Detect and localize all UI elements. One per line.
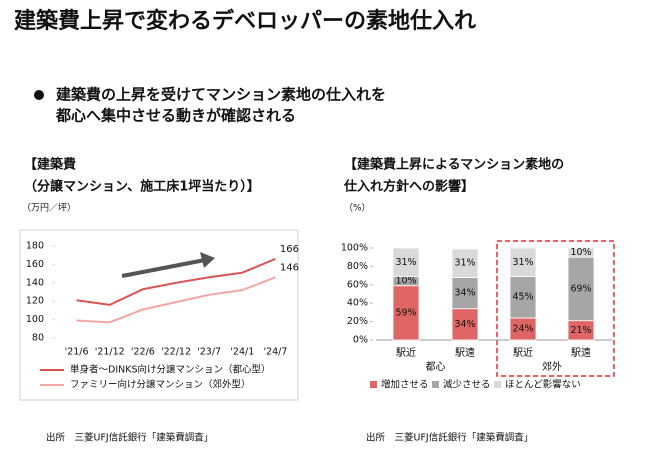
bullet-line: 都心へ集中させる動きが確認される [55,107,296,125]
group-label: 都心 [426,361,446,373]
legend-swatch [370,381,377,388]
legend-label: ほとんど影響ない [505,379,581,391]
group-label: 郊外 [542,360,562,373]
source: 出所 三菱UFJ信託銀行「建築費調査」 [46,432,213,444]
chart-title: （分譲マンション、施工床1坪当たり）】 [24,179,260,195]
x-tick-label: '21/6 [65,347,89,358]
y-tick-label: 100% [341,243,368,254]
bullet-line: 建築費の上昇を受けてマンション素地の仕入れを [56,86,386,104]
x-tick-label: 駅近 [513,346,533,359]
data-label: 31% [512,257,533,268]
bar-segment [451,248,479,278]
data-label: 10% [395,276,416,287]
y-tick-label: 140 [26,277,44,288]
bar-segment [392,247,420,277]
x-tick-label: '24/7 [263,347,287,358]
data-label: 24% [512,323,533,334]
chart-title: 仕入れ方針への影響】 [343,179,474,195]
y-tick-label: 100 [26,314,44,325]
data-label: 166 [280,244,299,255]
bar-segment [509,276,537,319]
data-label: 34% [454,288,475,299]
legend-label: 単身者～DINKS向け分譲マンション（都心型） [70,364,270,376]
y-tick-label: 20% [347,316,368,327]
data-label: 45% [512,292,533,303]
x-tick-label: '24/1 [230,347,254,358]
legend-label: ファミリー向け分譲マンション（郊外型） [70,379,251,391]
legend-swatch [494,381,501,388]
bar-segment [451,277,479,310]
trend-arrow [121,258,206,278]
y-tick-label: 40% [347,298,368,309]
data-label: 146 [280,262,299,273]
data-label: 69% [570,283,591,294]
highlight-box [496,240,615,377]
y-tick-label: 180 [26,241,44,252]
axis-unit: （%） [344,203,371,214]
x-tick-label: 駅近 [396,346,416,359]
x-tick-label: '21/12 [95,347,125,358]
axis-unit: （万円／坪） [22,203,76,214]
bar-segment [392,285,420,341]
x-tick-label: '22/6 [131,347,155,358]
y-tick-label: 0% [353,335,368,346]
x-tick-label: 駅遠 [571,346,591,359]
data-label: 31% [395,257,416,268]
source: 出所 三菱UFJ信託銀行「建築費調査」 [366,432,533,444]
x-tick-label: '22/12 [161,347,191,358]
chart-title: 【建築費 [24,157,76,173]
y-tick-label: 80% [347,261,368,272]
legend-label: 減少させる [443,379,491,391]
y-tick-label: 80 [32,333,44,344]
bar-segment [451,308,479,341]
y-tick-label: 60% [347,279,368,290]
chart-title: 【建築費上昇によるマンション素地の [344,157,564,173]
slide-title: 建築費上昇で変わるデベロッパーの素地仕入れ [14,8,476,34]
bar-segment [509,247,537,277]
y-tick-label: 160 [26,259,44,270]
data-label: 10% [570,247,591,258]
data-label: 34% [454,319,475,330]
x-tick-label: 駅遠 [455,346,475,359]
data-label: 31% [454,258,475,269]
legend-swatch [432,381,439,388]
bar-segment [567,247,595,258]
y-tick-label: 120 [26,296,44,307]
data-label: 21% [570,325,591,336]
series-line [76,257,276,306]
bullet-dot [34,90,44,100]
x-tick-label: '23/7 [197,347,221,358]
data-label: 59% [395,307,416,318]
series-line [76,276,276,324]
legend-label: 増加させる [381,379,429,391]
chart-frame [19,229,299,401]
trend-arrowhead [200,252,215,268]
